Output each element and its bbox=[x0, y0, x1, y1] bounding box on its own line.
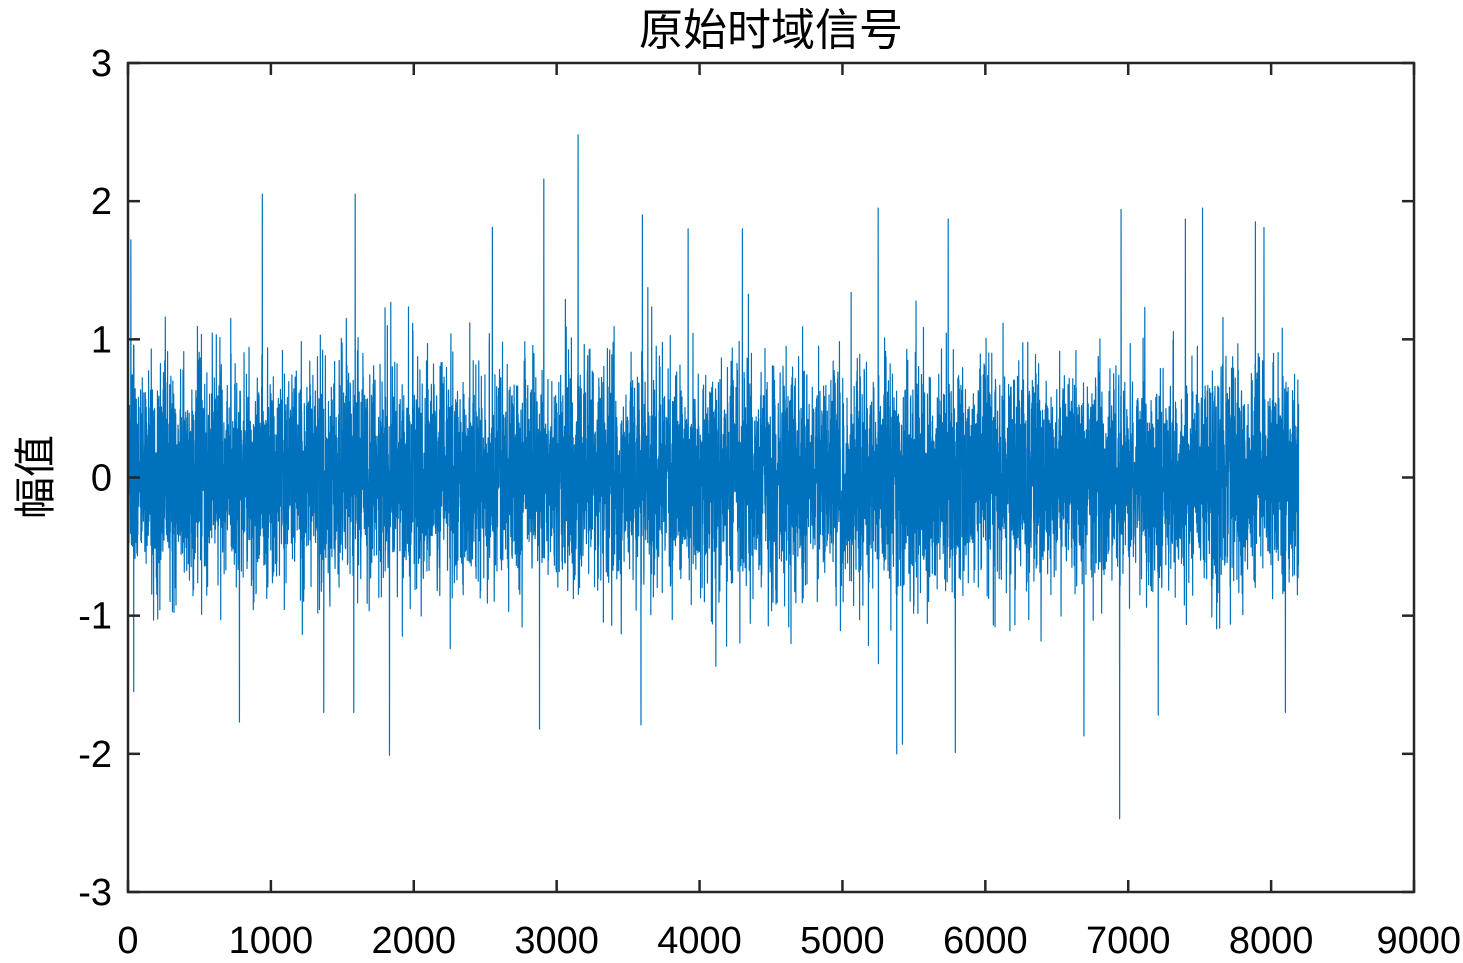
y-axis-label: 幅值 bbox=[11, 435, 60, 519]
series-layer bbox=[127, 134, 1300, 820]
x-tick-label: 8000 bbox=[1229, 920, 1314, 962]
label-layer: 0 1000 2000 3000 4000 5000 6000 7000 8000 9000 -3 -… bbox=[78, 43, 1461, 962]
x-tick-label: 6000 bbox=[943, 920, 1028, 962]
y-tick-label: -2 bbox=[78, 734, 112, 776]
y-tick-label: 3 bbox=[91, 43, 112, 85]
x-tick-label: 1000 bbox=[229, 920, 314, 962]
x-tick-label: 7000 bbox=[1086, 920, 1171, 962]
x-tick-label: 2000 bbox=[372, 920, 457, 962]
x-tick-label: 9000 bbox=[1376, 920, 1461, 962]
tick-layer bbox=[126, 61, 1416, 894]
y-tick-label: 1 bbox=[91, 319, 112, 361]
y-tick-label: -1 bbox=[78, 596, 112, 638]
signal-line bbox=[127, 134, 1300, 820]
x-tick-label: 3000 bbox=[514, 920, 599, 962]
chart-title: 原始时域信号 bbox=[639, 5, 903, 56]
x-tick-label: 4000 bbox=[657, 920, 742, 962]
x-tick-label: 5000 bbox=[800, 920, 885, 962]
x-tick-label: 0 bbox=[117, 920, 138, 962]
y-tick-label: 2 bbox=[91, 181, 112, 223]
y-tick-label: -3 bbox=[78, 872, 112, 914]
y-tick-label: 0 bbox=[91, 458, 112, 500]
